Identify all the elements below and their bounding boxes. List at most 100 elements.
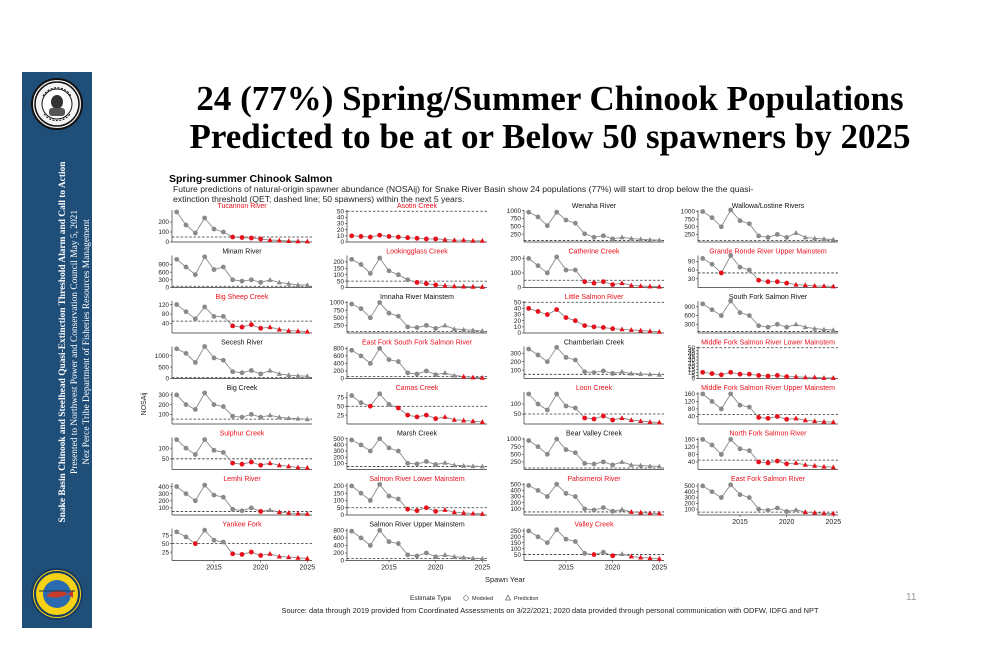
data-point-prediction: [647, 419, 653, 424]
data-point-modeled: [386, 234, 392, 239]
data-point-modeled: [582, 461, 588, 466]
panel-title: Salmon River Upper Mainstem: [369, 522, 464, 529]
data-point-prediction: [802, 324, 808, 330]
data-point-prediction: [793, 506, 799, 512]
data-point-prediction: [267, 277, 273, 282]
data-point-modeled: [728, 207, 734, 213]
data-point-modeled: [535, 444, 541, 450]
data-point-modeled: [572, 357, 578, 363]
y-tick-label: 20: [514, 318, 522, 325]
data-point-modeled: [709, 371, 715, 376]
data-point-prediction: [802, 234, 808, 240]
y-tick-label: 0: [340, 376, 344, 383]
data-point-modeled: [700, 483, 706, 489]
y-tick-label: 0: [165, 376, 169, 383]
data-point-modeled: [202, 344, 208, 349]
data-point-prediction: [276, 414, 282, 420]
data-point-modeled: [774, 373, 780, 378]
y-tick-label: 200: [510, 534, 521, 541]
panel-title: Bear Valley Creek: [566, 431, 622, 438]
data-point-modeled: [746, 371, 752, 377]
data-point-modeled: [526, 346, 532, 352]
data-point-modeled: [572, 405, 578, 411]
data-point-prediction: [276, 371, 282, 376]
panel-title: South Fork Salmon River: [729, 294, 808, 301]
data-point-prediction: [479, 284, 485, 289]
y-tick-label: 250: [510, 459, 521, 466]
data-point-prediction: [461, 417, 467, 423]
panel-title: East Fork Salmon River: [731, 476, 806, 483]
data-point-modeled: [746, 404, 752, 410]
y-tick-label: 30: [688, 276, 696, 283]
data-point-prediction: [479, 419, 485, 424]
data-point-modeled: [211, 447, 217, 453]
data-point-modeled: [358, 353, 364, 359]
data-point-modeled: [405, 324, 411, 330]
data-point-modeled: [239, 324, 245, 330]
data-point-modeled: [248, 411, 254, 417]
data-point-modeled: [220, 539, 226, 545]
data-point-modeled: [414, 235, 420, 241]
panel-title: Wenaha River: [572, 203, 617, 210]
data-point-modeled: [377, 436, 383, 442]
y-tick-label: 300: [510, 350, 521, 357]
y-tick-label: 100: [510, 367, 521, 374]
data-point-modeled: [544, 540, 550, 546]
panel-title: Secesh River: [221, 340, 263, 347]
data-point-prediction: [286, 238, 292, 243]
y-tick-label: 50: [162, 456, 170, 463]
data-point-prediction: [619, 415, 625, 420]
y-tick-label: 400: [684, 489, 695, 496]
data-point-modeled: [610, 553, 616, 559]
data-point-modeled: [746, 448, 752, 454]
data-point-prediction: [276, 553, 282, 559]
data-point-modeled: [746, 267, 752, 273]
data-point-prediction: [628, 235, 634, 241]
data-point-modeled: [349, 393, 355, 398]
sidebar: [22, 72, 92, 628]
data-point-modeled: [202, 482, 208, 488]
panel-title: Tucannon River: [217, 203, 267, 210]
y-tick-label: 200: [333, 483, 344, 490]
data-point-modeled: [248, 459, 254, 465]
data-point-prediction: [647, 371, 653, 377]
data-point-modeled: [174, 437, 180, 443]
data-point-modeled: [554, 209, 560, 215]
data-point-prediction: [295, 464, 301, 470]
data-point-modeled: [591, 234, 597, 240]
data-point-prediction: [793, 373, 799, 379]
data-point-modeled: [349, 347, 355, 353]
data-point-modeled: [535, 263, 541, 269]
y-tick-label: 1000: [507, 436, 522, 443]
slide-title: 24 (77%) Spring/Summer Chinook Populatio…: [110, 80, 990, 156]
data-point-modeled: [756, 277, 762, 283]
y-tick-label: 250: [510, 231, 521, 238]
data-point-prediction: [295, 238, 301, 244]
data-point-modeled: [718, 270, 724, 276]
data-point-modeled: [591, 416, 597, 422]
data-point-modeled: [230, 506, 236, 512]
y-axis-label: NOSAij: [141, 392, 148, 415]
y-tick-label: 900: [684, 304, 695, 311]
data-point-prediction: [821, 236, 827, 241]
data-point-prediction: [802, 509, 808, 515]
data-point-prediction: [647, 510, 653, 516]
y-tick-label: 500: [510, 224, 521, 231]
data-point-modeled: [591, 370, 597, 376]
y-tick-label: 25: [162, 549, 170, 556]
y-tick-label: 1000: [681, 209, 696, 216]
data-point-modeled: [211, 226, 217, 232]
data-point-modeled: [572, 318, 578, 324]
x-tick-label: 2025: [652, 565, 668, 572]
data-point-prediction: [619, 234, 625, 240]
panel-title: Loon Creek: [576, 385, 613, 392]
data-point-modeled: [183, 264, 189, 270]
data-point-modeled: [709, 307, 715, 313]
y-tick-label: 200: [333, 550, 344, 557]
data-point-modeled: [349, 528, 355, 534]
y-tick-label: 50: [688, 345, 696, 352]
data-point-modeled: [358, 262, 364, 267]
data-point-modeled: [405, 460, 411, 466]
data-point-modeled: [591, 552, 597, 557]
